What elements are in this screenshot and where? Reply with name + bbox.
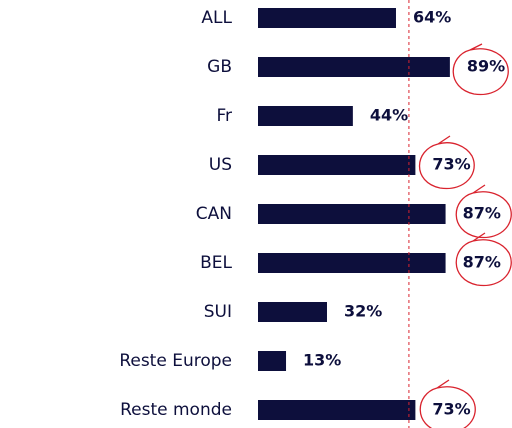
category-label: GB [207,57,232,77]
value-label: 87% [463,253,501,272]
category-label: CAN [196,204,232,224]
bar [258,106,353,126]
category-label: BEL [200,253,232,273]
value-label: 64% [413,8,451,27]
annotation-circle [419,379,476,428]
category-label: SUI [204,302,232,322]
category-label: Reste Europe [119,351,232,371]
annotation-circles [418,43,512,428]
value-label: 13% [303,351,341,370]
annotation-circle [455,184,512,239]
bar [258,155,416,175]
bar [258,351,287,371]
bar [258,400,416,420]
annotation-circle [452,43,509,96]
value-label: 73% [432,155,470,174]
category-label: ALL [201,8,232,28]
value-label: 73% [432,400,470,419]
value-label: 32% [344,302,382,321]
category-label: Fr [216,106,232,126]
annotation-circle [418,135,475,190]
category-label: Reste monde [120,400,232,420]
bar [258,57,450,77]
bar [258,302,327,322]
bar [258,253,446,273]
value-label: 89% [467,57,505,76]
bar [258,204,446,224]
category-label: US [209,155,232,175]
value-label: 87% [463,204,501,223]
value-label: 44% [370,106,408,125]
bar [258,8,396,28]
annotation-circle [455,232,512,287]
